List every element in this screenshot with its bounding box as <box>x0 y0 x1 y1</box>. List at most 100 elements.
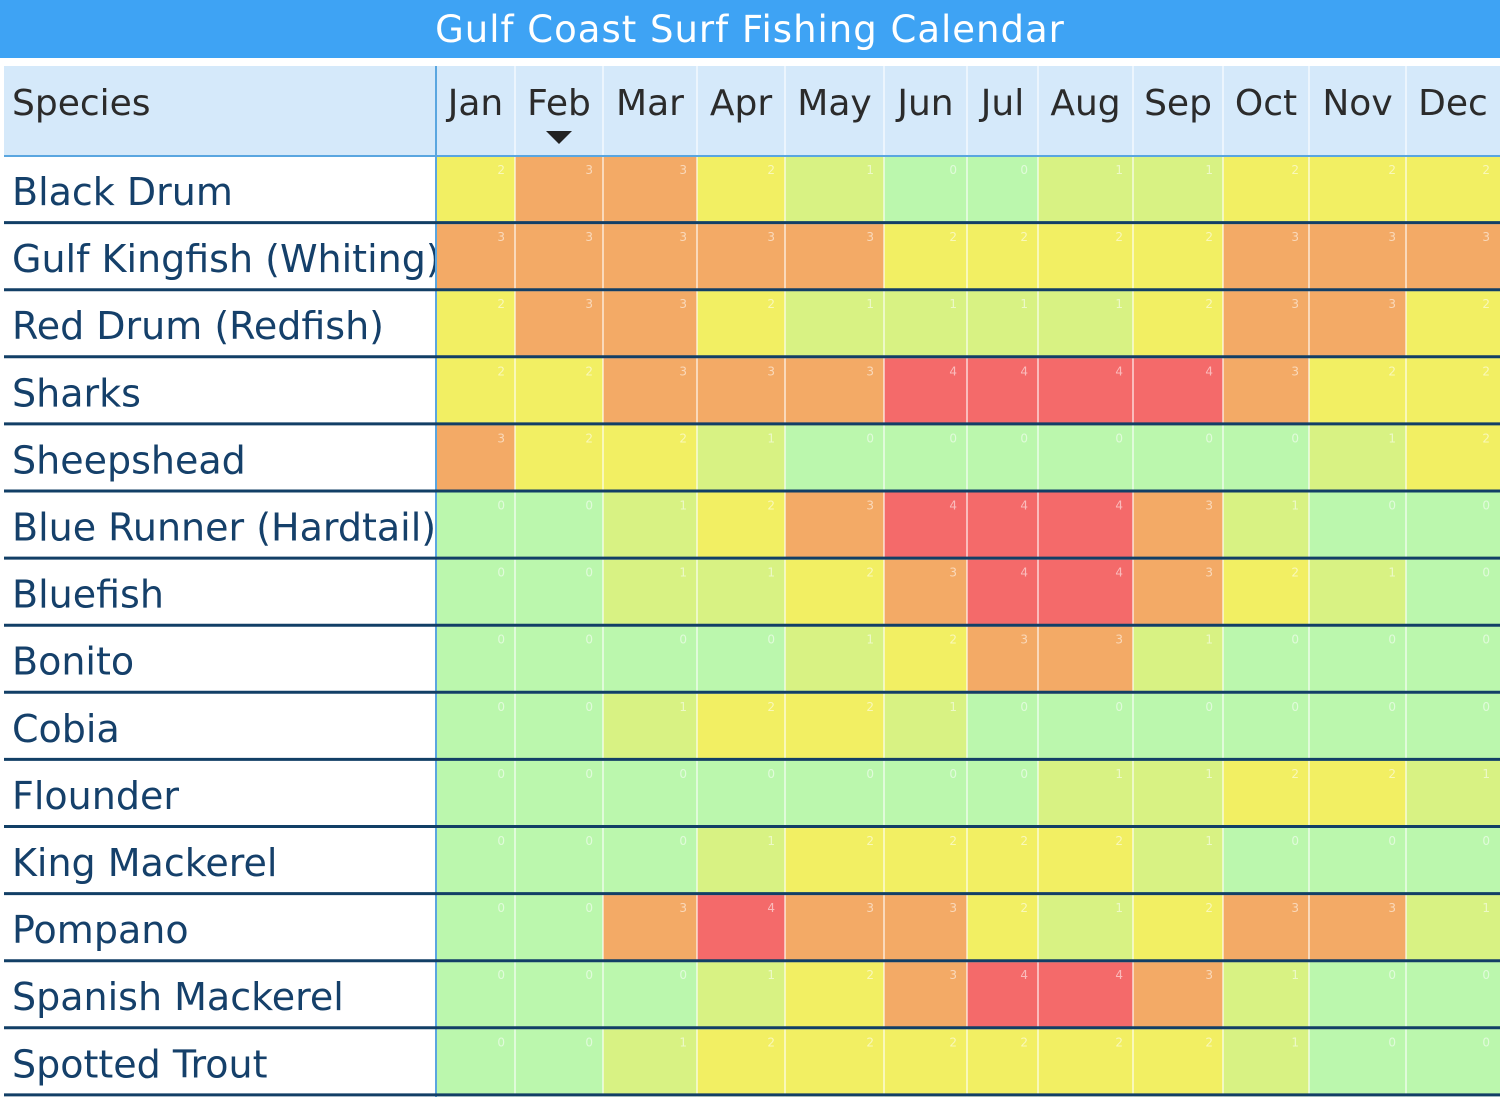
column-header-sep[interactable]: Sep <box>1144 83 1212 124</box>
species-label-flounder: Flounder <box>12 774 179 818</box>
heat-cell-flounder-feb <box>515 760 603 828</box>
cell-value-label: 2 <box>1482 163 1490 177</box>
heat-cell-king-mackerel-sep <box>1133 828 1223 896</box>
cell-value-label: 2 <box>1020 230 1028 244</box>
heat-cell-bluefish-mar <box>603 559 697 627</box>
column-header-jul[interactable]: Jul <box>979 83 1024 124</box>
heat-cell-bonito-mar <box>603 626 697 694</box>
cell-value-label: 0 <box>1205 700 1213 714</box>
cell-value-label: 0 <box>497 834 505 848</box>
cell-value-label: 0 <box>1482 499 1490 513</box>
heat-cell-red-drum-redfish-apr <box>697 291 785 359</box>
cell-value-label: 2 <box>1291 767 1299 781</box>
heat-cell-black-drum-oct <box>1223 157 1309 225</box>
column-header-jan[interactable]: Jan <box>446 83 504 124</box>
column-header-nov[interactable]: Nov <box>1322 83 1392 124</box>
heat-cell-king-mackerel-feb <box>515 828 603 896</box>
species-column-header[interactable]: Species <box>12 83 151 124</box>
cell-value-label: 0 <box>1205 431 1213 445</box>
cell-value-label: 0 <box>1482 1035 1490 1049</box>
cell-value-label: 0 <box>1388 700 1396 714</box>
heat-cell-flounder-nov <box>1309 760 1406 828</box>
heat-cell-red-drum-redfish-jun <box>884 291 967 359</box>
column-header-mar[interactable]: Mar <box>616 83 684 124</box>
cell-value-label: 3 <box>585 163 593 177</box>
cell-value-label: 3 <box>1205 566 1213 580</box>
heat-cell-sheepshead-mar <box>603 425 697 493</box>
cell-value-label: 0 <box>497 499 505 513</box>
heat-cell-gulf-kingfish-whiting-jan <box>436 224 515 292</box>
heat-cell-cobia-jun <box>884 693 967 761</box>
cell-value-label: 2 <box>1020 1035 1028 1049</box>
cell-value-label: 1 <box>1205 633 1213 647</box>
heat-cell-pompano-jun <box>884 895 967 963</box>
heat-cell-king-mackerel-jan <box>436 828 515 896</box>
heat-cell-red-drum-redfish-aug <box>1038 291 1133 359</box>
cell-value-label: 0 <box>866 767 874 781</box>
species-label-bonito: Bonito <box>12 640 134 684</box>
heat-cell-blue-runner-hardtail-jul <box>967 492 1038 560</box>
heat-cell-blue-runner-hardtail-mar <box>603 492 697 560</box>
column-header-may[interactable]: May <box>797 83 871 124</box>
column-header-feb[interactable]: Feb <box>527 83 591 124</box>
column-header-aug[interactable]: Aug <box>1050 83 1120 124</box>
cell-value-label: 2 <box>866 1035 874 1049</box>
heat-cell-red-drum-redfish-mar <box>603 291 697 359</box>
cell-value-label: 1 <box>1291 499 1299 513</box>
heat-cell-gulf-kingfish-whiting-jul <box>967 224 1038 292</box>
cell-value-label: 3 <box>1020 633 1028 647</box>
cell-value-label: 0 <box>1388 499 1396 513</box>
cell-value-label: 1 <box>767 566 775 580</box>
cell-value-label: 0 <box>585 901 593 915</box>
heat-cell-bluefish-jun <box>884 559 967 627</box>
heat-cell-spanish-mackerel-nov <box>1309 962 1406 1030</box>
column-header-oct[interactable]: Oct <box>1235 83 1297 124</box>
cell-value-label: 2 <box>949 834 957 848</box>
heat-cell-spanish-mackerel-sep <box>1133 962 1223 1030</box>
cell-value-label: 1 <box>1388 431 1396 445</box>
heat-cell-black-drum-apr <box>697 157 785 225</box>
cell-value-label: 3 <box>1388 901 1396 915</box>
species-label-red-drum-redfish: Red Drum (Redfish) <box>12 304 384 348</box>
species-label-gulf-kingfish-whiting: Gulf Kingfish (Whiting) <box>12 237 441 281</box>
heat-cell-black-drum-jun <box>884 157 967 225</box>
cell-value-label: 0 <box>949 431 957 445</box>
cell-value-label: 1 <box>1482 901 1490 915</box>
heat-cell-sharks-dec <box>1406 358 1500 426</box>
heat-cell-pompano-jan <box>436 895 515 963</box>
cell-value-label: 0 <box>1291 700 1299 714</box>
heat-cell-red-drum-redfish-may <box>785 291 884 359</box>
cell-value-label: 3 <box>497 431 505 445</box>
cell-value-label: 4 <box>767 901 775 915</box>
column-header-apr[interactable]: Apr <box>710 83 772 124</box>
heat-cell-spanish-mackerel-dec <box>1406 962 1500 1030</box>
cell-value-label: 0 <box>585 499 593 513</box>
cell-value-label: 1 <box>1115 297 1123 311</box>
column-header-dec[interactable]: Dec <box>1418 83 1488 124</box>
cell-value-label: 0 <box>1482 834 1490 848</box>
cell-value-label: 3 <box>767 230 775 244</box>
heat-cell-sharks-jun <box>884 358 967 426</box>
heat-cell-pompano-jul <box>967 895 1038 963</box>
heat-cell-bonito-may <box>785 626 884 694</box>
species-label-king-mackerel: King Mackerel <box>12 841 277 885</box>
heat-cell-pompano-feb <box>515 895 603 963</box>
species-label-spanish-mackerel: Spanish Mackerel <box>12 975 344 1019</box>
heat-cell-spotted-trout-jan <box>436 1029 515 1097</box>
heat-cell-bluefish-oct <box>1223 559 1309 627</box>
cell-value-label: 2 <box>767 499 775 513</box>
heat-cell-red-drum-redfish-dec <box>1406 291 1500 359</box>
heat-cell-bluefish-apr <box>697 559 785 627</box>
heat-cell-black-drum-aug <box>1038 157 1133 225</box>
cell-value-label: 0 <box>497 566 505 580</box>
column-header-jun[interactable]: Jun <box>895 83 953 124</box>
heat-cell-spotted-trout-feb <box>515 1029 603 1097</box>
heat-cell-gulf-kingfish-whiting-feb <box>515 224 603 292</box>
heat-cell-spanish-mackerel-jul <box>967 962 1038 1030</box>
cell-value-label: 2 <box>585 364 593 378</box>
cell-value-label: 2 <box>1291 163 1299 177</box>
cell-value-label: 3 <box>949 566 957 580</box>
heatmap-chart: Species Jan Feb Mar Apr May Jun Jul Aug Sep Oct No… <box>0 66 1500 1097</box>
cell-value-label: 0 <box>1388 968 1396 982</box>
cell-value-label: 3 <box>866 230 874 244</box>
